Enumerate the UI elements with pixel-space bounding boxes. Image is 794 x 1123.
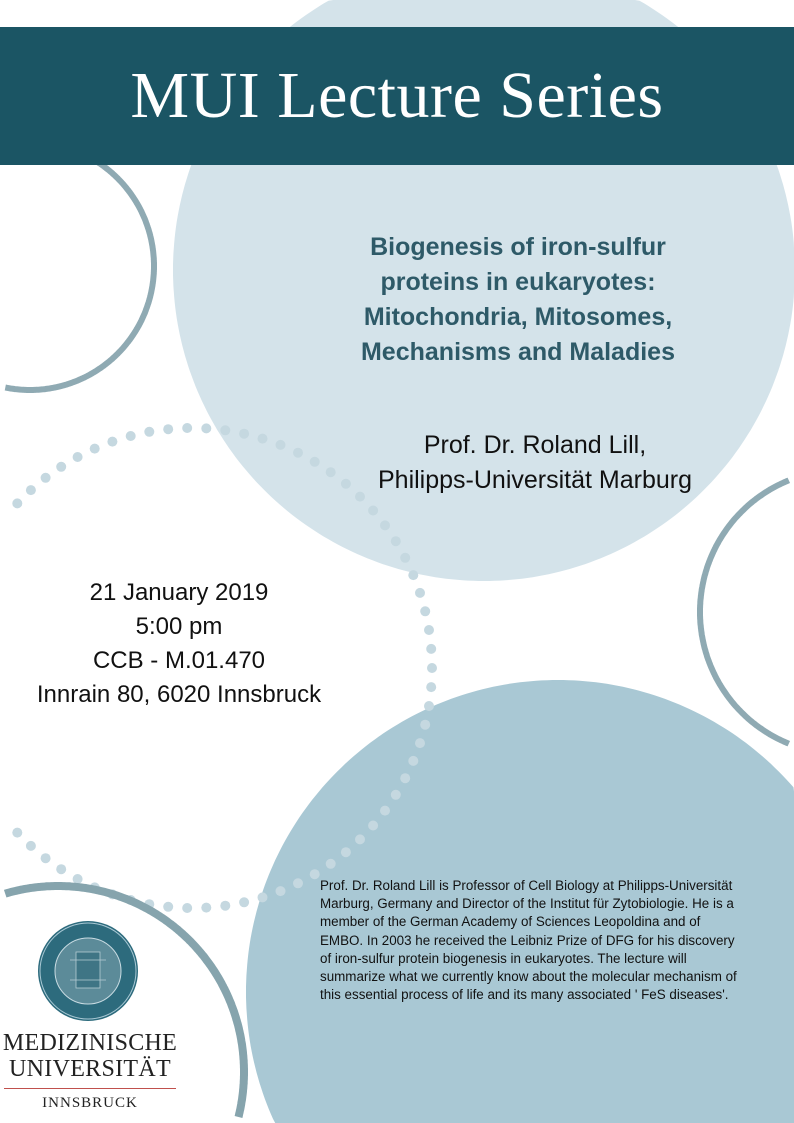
university-logo: MEDIZINISCHE UNIVERSITÄT INNSBRUCK [0,1030,180,1112]
dotted-ring-dot [427,663,437,673]
dotted-ring-dot [275,886,286,897]
dotted-ring-dot [380,805,390,816]
event-details: 21 January 2019 5:00 pm CCB - M.01.470 I… [0,576,358,712]
dotted-ring-dot [201,423,212,434]
dotted-ring-dot [408,570,419,581]
dotted-ring-dot [257,892,268,903]
dotted-ring-dot [220,900,231,911]
dotted-ring-dot [415,738,425,749]
event-time: 5:00 pm [135,613,223,640]
dotted-ring-dot [415,587,425,598]
right-ring [697,477,791,747]
dotted-ring-dot [355,834,365,845]
dotted-ring-dot [390,536,401,547]
dotted-ring-dot [107,436,118,447]
dotted-ring-dot [89,443,100,454]
dotted-ring-dot [293,447,303,458]
dotted-ring-dot [239,428,250,439]
dotted-ring-dot [12,498,23,509]
event-room: CCB - M.01.470 [92,647,266,674]
event-date: 21 January 2019 [89,579,269,606]
left-ring [4,139,157,393]
dotted-ring-dot [293,878,303,889]
dotted-ring-dot [400,773,411,784]
dotted-ring-dot [182,423,193,433]
dotted-ring-dot [257,433,268,444]
dotted-ring-dot [201,902,212,913]
logo-line-2: UNIVERSITÄT [9,1056,171,1082]
talk-title: Biogenesis of iron-sulfur proteins in eu… [300,230,736,370]
bottom-left-ring [3,882,248,1118]
dotted-ring-dot [424,625,434,635]
logo-line-1: MEDIZINISCHE [2,1030,178,1056]
dotted-ring-dot [40,853,51,864]
dotted-ring-dot [12,827,23,838]
talk-title-line: Mechanisms and Maladies [360,338,675,366]
dotted-ring-dot [340,478,351,489]
dotted-ring-dot [340,847,351,858]
dotted-ring-dot [420,719,431,730]
logo-divider [4,1088,176,1089]
dotted-ring-dot [355,491,365,502]
dotted-ring-dot [182,903,193,913]
dotted-ring-dot [368,505,379,516]
dotted-ring-dot [25,840,36,851]
talk-title-line: Mitochondria, Mitosomes, [363,303,673,331]
dotted-ring-dot [420,606,431,617]
university-seal [38,921,138,1021]
dotted-ring-dot [380,520,390,531]
logo-line-3: INNSBRUCK [42,1095,138,1111]
speaker-affiliation: Philipps-Universität Marburg [377,466,692,494]
event-address: Innrain 80, 6020 Innsbruck [36,681,322,708]
speaker-bio: Prof. Dr. Roland Lill is Professor of Ce… [320,878,737,1003]
dotted-ring-dot [40,472,51,483]
dotted-ring-dot [163,901,174,912]
dotted-ring-dot [25,485,36,496]
dotted-ring-dot [72,874,83,884]
dotted-ring-dot [239,897,250,908]
dotted-ring-dot [368,820,379,831]
dotted-ring-dot [325,467,336,478]
dotted-ring-dot [325,858,336,869]
dotted-ring-dot [163,424,174,435]
dotted-ring-dot [390,789,401,800]
dotted-ring-dot [309,456,320,467]
dotted-ring-dot [400,552,411,563]
mid-circle [246,680,794,1123]
dotted-ring-dot [56,461,67,472]
dotted-ring-dot [144,426,155,437]
header-band: MUI Lecture Series [0,27,794,165]
talk-title-line: proteins in eukaryotes: [380,268,656,296]
dotted-ring-dot [72,452,83,462]
dotted-ring-dot [426,682,437,693]
dotted-ring-dot [56,864,67,875]
dotted-ring-dot [424,701,434,711]
speaker-name: Prof. Dr. Roland Lill, [423,431,647,459]
dotted-ring-dot [408,755,419,766]
series-title: MUI Lecture Series [130,59,664,132]
speaker: Prof. Dr. Roland Lill, Philipps-Universi… [330,428,740,498]
dotted-ring-dot [309,869,320,880]
dotted-ring-dot [125,431,136,441]
dotted-ring-dot [275,439,286,450]
talk-title-line: Biogenesis of iron-sulfur [370,233,666,261]
dotted-ring-dot [220,425,231,436]
dotted-ring-dot [426,643,437,654]
